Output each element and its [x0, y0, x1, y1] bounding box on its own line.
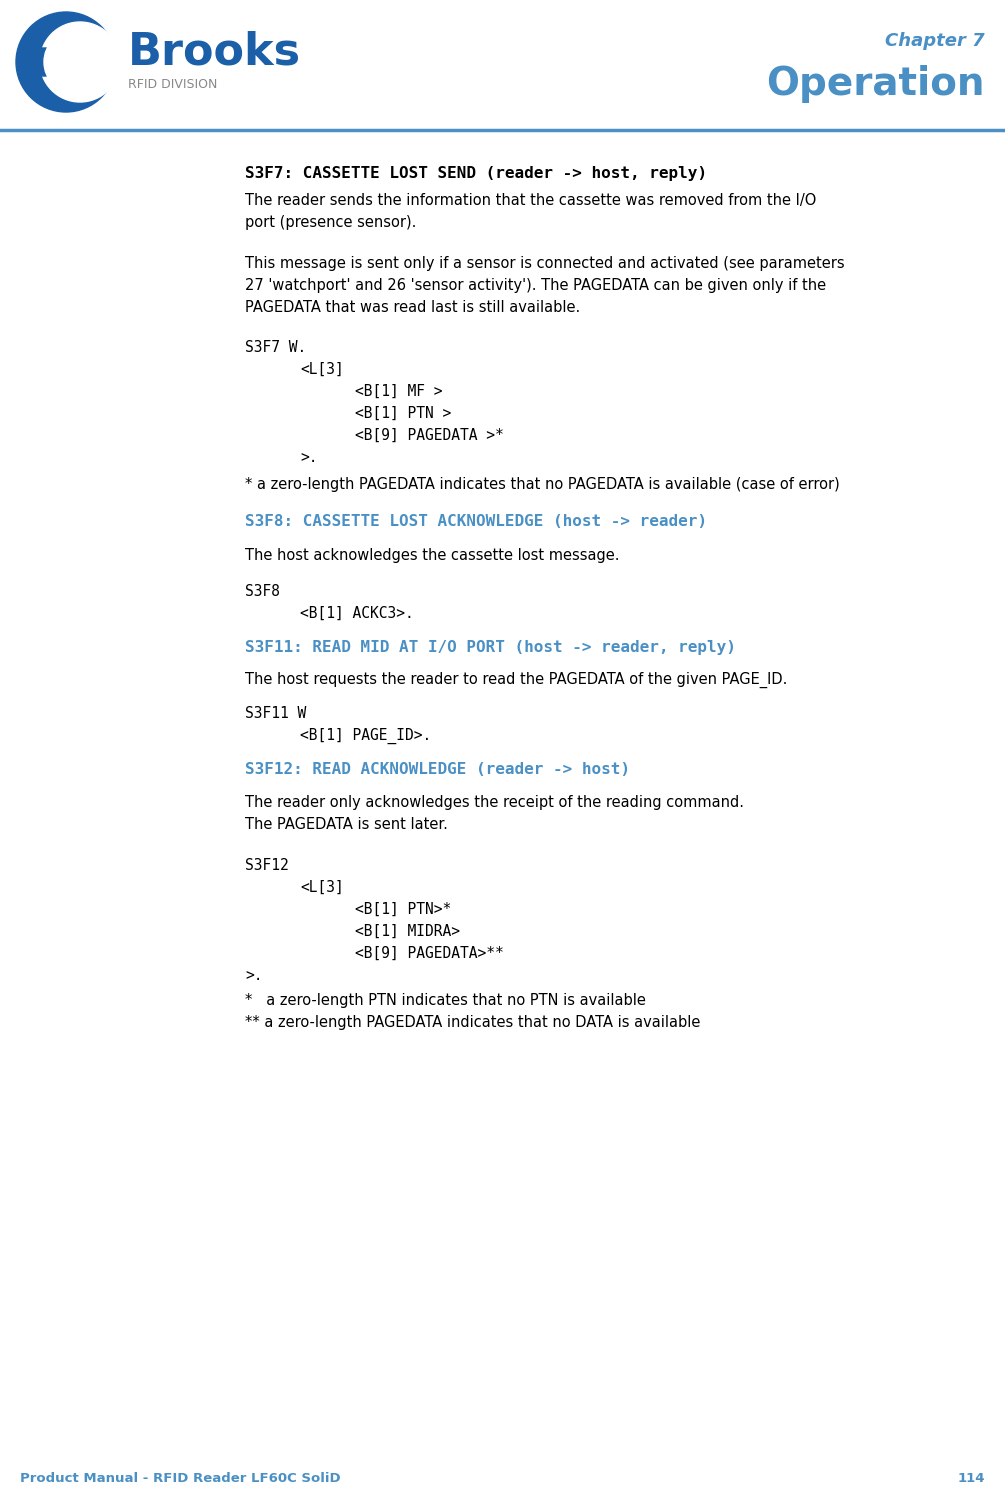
Text: S3F7 W.: S3F7 W.: [245, 339, 307, 354]
Text: RFID DIVISION: RFID DIVISION: [128, 78, 217, 92]
FancyArrow shape: [30, 41, 85, 83]
Text: S3F12: S3F12: [245, 858, 288, 873]
Text: >.: >.: [245, 967, 262, 982]
Text: S3F12: READ ACKNOWLEDGE (reader -> host): S3F12: READ ACKNOWLEDGE (reader -> host): [245, 762, 630, 777]
Text: * a zero-length PAGEDATA indicates that no PAGEDATA is available (case of error): * a zero-length PAGEDATA indicates that …: [245, 478, 840, 493]
Text: S3F8: CASSETTE LOST ACKNOWLEDGE (host -> reader): S3F8: CASSETTE LOST ACKNOWLEDGE (host ->…: [245, 514, 707, 529]
Text: 114: 114: [958, 1472, 985, 1484]
Text: <B[1] PAGE_ID>.: <B[1] PAGE_ID>.: [300, 728, 431, 743]
Text: S3F11 W: S3F11 W: [245, 706, 307, 721]
Text: The host requests the reader to read the PAGEDATA of the given PAGE_ID.: The host requests the reader to read the…: [245, 671, 787, 688]
Text: <B[1] MF >: <B[1] MF >: [355, 385, 442, 400]
Text: Operation: Operation: [767, 65, 985, 104]
Text: Product Manual - RFID Reader LF60C SoliD: Product Manual - RFID Reader LF60C SoliD: [20, 1472, 341, 1484]
Text: <B[1] PTN>*: <B[1] PTN>*: [355, 903, 451, 918]
Text: <L[3]: <L[3]: [300, 362, 344, 377]
Text: >.: >.: [300, 451, 318, 466]
Text: ** a zero-length PAGEDATA indicates that no DATA is available: ** a zero-length PAGEDATA indicates that…: [245, 1015, 700, 1030]
Text: S3F11: READ MID AT I/O PORT (host -> reader, reply): S3F11: READ MID AT I/O PORT (host -> rea…: [245, 640, 736, 655]
Circle shape: [44, 30, 108, 95]
Text: <L[3]: <L[3]: [300, 880, 344, 895]
Text: The host acknowledges the cassette lost message.: The host acknowledges the cassette lost …: [245, 548, 619, 563]
Text: PAGEDATA that was read last is still available.: PAGEDATA that was read last is still ava…: [245, 300, 580, 315]
Text: 27 'watchport' and 26 'sensor activity'). The PAGEDATA can be given only if the: 27 'watchport' and 26 'sensor activity')…: [245, 278, 826, 293]
Text: S3F8: S3F8: [245, 584, 280, 599]
Text: The reader sends the information that the cassette was removed from the I/O: The reader sends the information that th…: [245, 192, 816, 207]
Text: port (presence sensor).: port (presence sensor).: [245, 215, 416, 230]
Circle shape: [40, 23, 120, 102]
Text: <B[1] MIDRA>: <B[1] MIDRA>: [355, 924, 460, 939]
Text: <B[1] PTN >: <B[1] PTN >: [355, 406, 451, 421]
Text: This message is sent only if a sensor is connected and activated (see parameters: This message is sent only if a sensor is…: [245, 255, 844, 270]
Text: S3F7: CASSETTE LOST SEND (reader -> host, reply): S3F7: CASSETTE LOST SEND (reader -> host…: [245, 167, 707, 182]
Circle shape: [16, 12, 116, 113]
Text: Chapter 7: Chapter 7: [885, 32, 985, 50]
Text: *   a zero-length PTN indicates that no PTN is available: * a zero-length PTN indicates that no PT…: [245, 993, 646, 1008]
Text: Brooks: Brooks: [128, 30, 302, 74]
Text: <B[1] ACKC3>.: <B[1] ACKC3>.: [300, 605, 414, 620]
Text: <B[9] PAGEDATA >*: <B[9] PAGEDATA >*: [355, 428, 504, 443]
Text: <B[9] PAGEDATA>**: <B[9] PAGEDATA>**: [355, 946, 504, 961]
Text: The reader only acknowledges the receipt of the reading command.: The reader only acknowledges the receipt…: [245, 795, 744, 810]
Text: The PAGEDATA is sent later.: The PAGEDATA is sent later.: [245, 817, 448, 832]
